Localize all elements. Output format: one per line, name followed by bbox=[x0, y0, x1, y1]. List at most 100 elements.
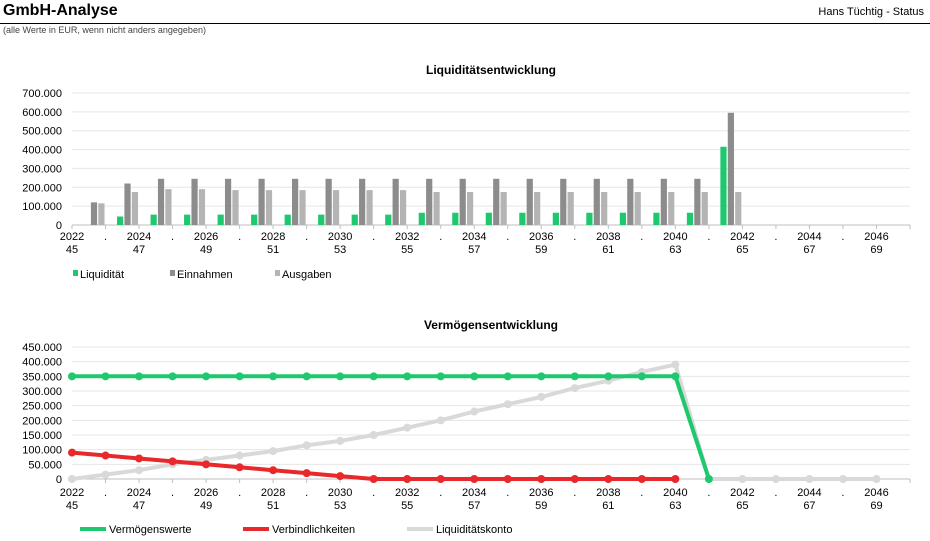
bar-ausgaben bbox=[567, 192, 574, 225]
y-tick-label: 350.000 bbox=[22, 371, 62, 383]
x-tick-label-age: 57 bbox=[468, 500, 480, 512]
point-verbindlichkeiten bbox=[537, 475, 546, 483]
bar-liquiditaet bbox=[117, 216, 124, 225]
x-tick-label: . bbox=[104, 487, 107, 499]
x-tick-label: . bbox=[640, 231, 643, 243]
y-tick-label: 600.000 bbox=[22, 107, 62, 119]
bar-liquiditaet bbox=[217, 214, 224, 225]
x-tick-label: 2036 bbox=[529, 487, 553, 499]
point-vermoegenswerte bbox=[369, 372, 378, 381]
point-liquiditaetskonto bbox=[369, 431, 378, 439]
x-tick-label-age: 61 bbox=[602, 244, 614, 256]
x-tick-label: . bbox=[238, 231, 241, 243]
bar-ausgaben bbox=[735, 192, 742, 225]
x-tick-label: . bbox=[506, 487, 509, 499]
bar-ausgaben bbox=[332, 190, 340, 225]
page-header: GmbH-Analyse Hans Tüchtig - Status bbox=[0, 0, 930, 24]
bar-einnahmen bbox=[258, 178, 265, 225]
x-tick-label: . bbox=[841, 487, 844, 499]
x-tick-label-age: 69 bbox=[870, 500, 882, 512]
x-tick-label-age: 47 bbox=[133, 244, 145, 256]
point-verbindlichkeiten bbox=[168, 457, 177, 466]
x-tick-label: 2024 bbox=[127, 231, 151, 243]
bar-liquiditaet bbox=[150, 214, 157, 225]
point-liquiditaetskonto bbox=[135, 466, 144, 475]
point-vermoegenswerte bbox=[637, 372, 646, 381]
bar-liquiditaet bbox=[586, 212, 593, 225]
bar-liquiditaet bbox=[519, 212, 526, 225]
legend-swatch-liquiditaet bbox=[73, 270, 78, 276]
bar-einnahmen bbox=[90, 202, 98, 225]
bar-ausgaben bbox=[265, 190, 273, 225]
x-tick-label-age: 61 bbox=[602, 500, 614, 512]
x-tick-label: . bbox=[707, 231, 710, 243]
point-verbindlichkeiten bbox=[269, 466, 278, 475]
x-tick-label-age: 55 bbox=[401, 500, 413, 512]
x-tick-label: . bbox=[841, 231, 844, 243]
x-tick-label: 2042 bbox=[730, 487, 754, 499]
y-tick-label: 700.000 bbox=[22, 88, 62, 100]
bar-einnahmen bbox=[493, 178, 500, 225]
point-liquiditaetskonto bbox=[269, 447, 278, 456]
currency-note: (alle Werte in EUR, wenn nicht anders an… bbox=[3, 25, 206, 35]
point-vermoegenswerte bbox=[269, 372, 278, 381]
bar-ausgaben bbox=[198, 189, 206, 225]
point-verbindlichkeiten bbox=[336, 472, 345, 481]
x-tick-label-age: 51 bbox=[267, 244, 279, 256]
x-tick-label: . bbox=[305, 231, 308, 243]
point-liquiditaetskonto bbox=[403, 423, 412, 432]
chart-title: Vermögensentwicklung bbox=[424, 318, 558, 332]
bar-liquiditaet bbox=[552, 212, 559, 225]
x-tick-label: 2026 bbox=[194, 487, 218, 499]
y-tick-label: 300.000 bbox=[22, 163, 62, 175]
point-verbindlichkeiten bbox=[604, 475, 613, 483]
legend-label-einnahmen: Einnahmen bbox=[177, 269, 233, 281]
x-tick-label: 2038 bbox=[596, 487, 620, 499]
y-tick-label: 250.000 bbox=[22, 401, 62, 413]
bar-ausgaben bbox=[668, 192, 675, 225]
x-tick-label-age: 49 bbox=[200, 500, 212, 512]
x-tick-label: . bbox=[238, 487, 241, 499]
point-verbindlichkeiten bbox=[637, 475, 646, 483]
point-vermoegenswerte bbox=[135, 372, 144, 381]
bar-einnahmen bbox=[660, 178, 667, 225]
point-verbindlichkeiten bbox=[570, 475, 579, 483]
legend-label-vermoegenswerte: Vermögenswerte bbox=[109, 524, 192, 536]
point-verbindlichkeiten bbox=[68, 448, 76, 457]
point-vermoegenswerte bbox=[704, 475, 713, 483]
point-liquiditaetskonto bbox=[68, 475, 76, 483]
x-tick-label-age: 45 bbox=[66, 500, 78, 512]
x-tick-label: 2032 bbox=[395, 487, 419, 499]
y-tick-label: 400.000 bbox=[22, 357, 62, 369]
point-verbindlichkeiten bbox=[671, 475, 680, 483]
bar-liquiditaet bbox=[284, 214, 291, 225]
bar-ausgaben bbox=[601, 192, 608, 225]
bar-ausgaben bbox=[98, 203, 105, 225]
bar-einnahmen bbox=[292, 178, 299, 225]
y-tick-label: 500.000 bbox=[22, 126, 62, 138]
point-vermoegenswerte bbox=[436, 372, 445, 381]
x-tick-label: 2028 bbox=[261, 231, 285, 243]
bar-liquiditaet bbox=[452, 212, 459, 225]
point-verbindlichkeiten bbox=[235, 463, 244, 472]
y-tick-label: 100.000 bbox=[22, 445, 62, 457]
x-tick-label-age: 63 bbox=[669, 500, 681, 512]
bar-ausgaben bbox=[232, 190, 239, 225]
point-verbindlichkeiten bbox=[101, 451, 110, 460]
x-tick-label: . bbox=[372, 231, 375, 243]
x-tick-label-age: 53 bbox=[334, 500, 346, 512]
point-liquiditaetskonto bbox=[872, 475, 881, 483]
point-verbindlichkeiten bbox=[436, 475, 445, 483]
chart-title: Liquiditätsentwicklung bbox=[426, 63, 556, 77]
point-liquiditaetskonto bbox=[503, 400, 512, 409]
point-vermoegenswerte bbox=[470, 372, 479, 381]
y-tick-label: 400.000 bbox=[22, 145, 62, 157]
point-vermoegenswerte bbox=[503, 372, 512, 381]
point-vermoegenswerte bbox=[336, 372, 345, 381]
bar-einnahmen bbox=[526, 178, 533, 225]
x-tick-label-age: 65 bbox=[736, 500, 748, 512]
bar-einnahmen bbox=[157, 178, 165, 225]
x-tick-label-age: 47 bbox=[133, 500, 145, 512]
bar-ausgaben bbox=[299, 190, 306, 225]
